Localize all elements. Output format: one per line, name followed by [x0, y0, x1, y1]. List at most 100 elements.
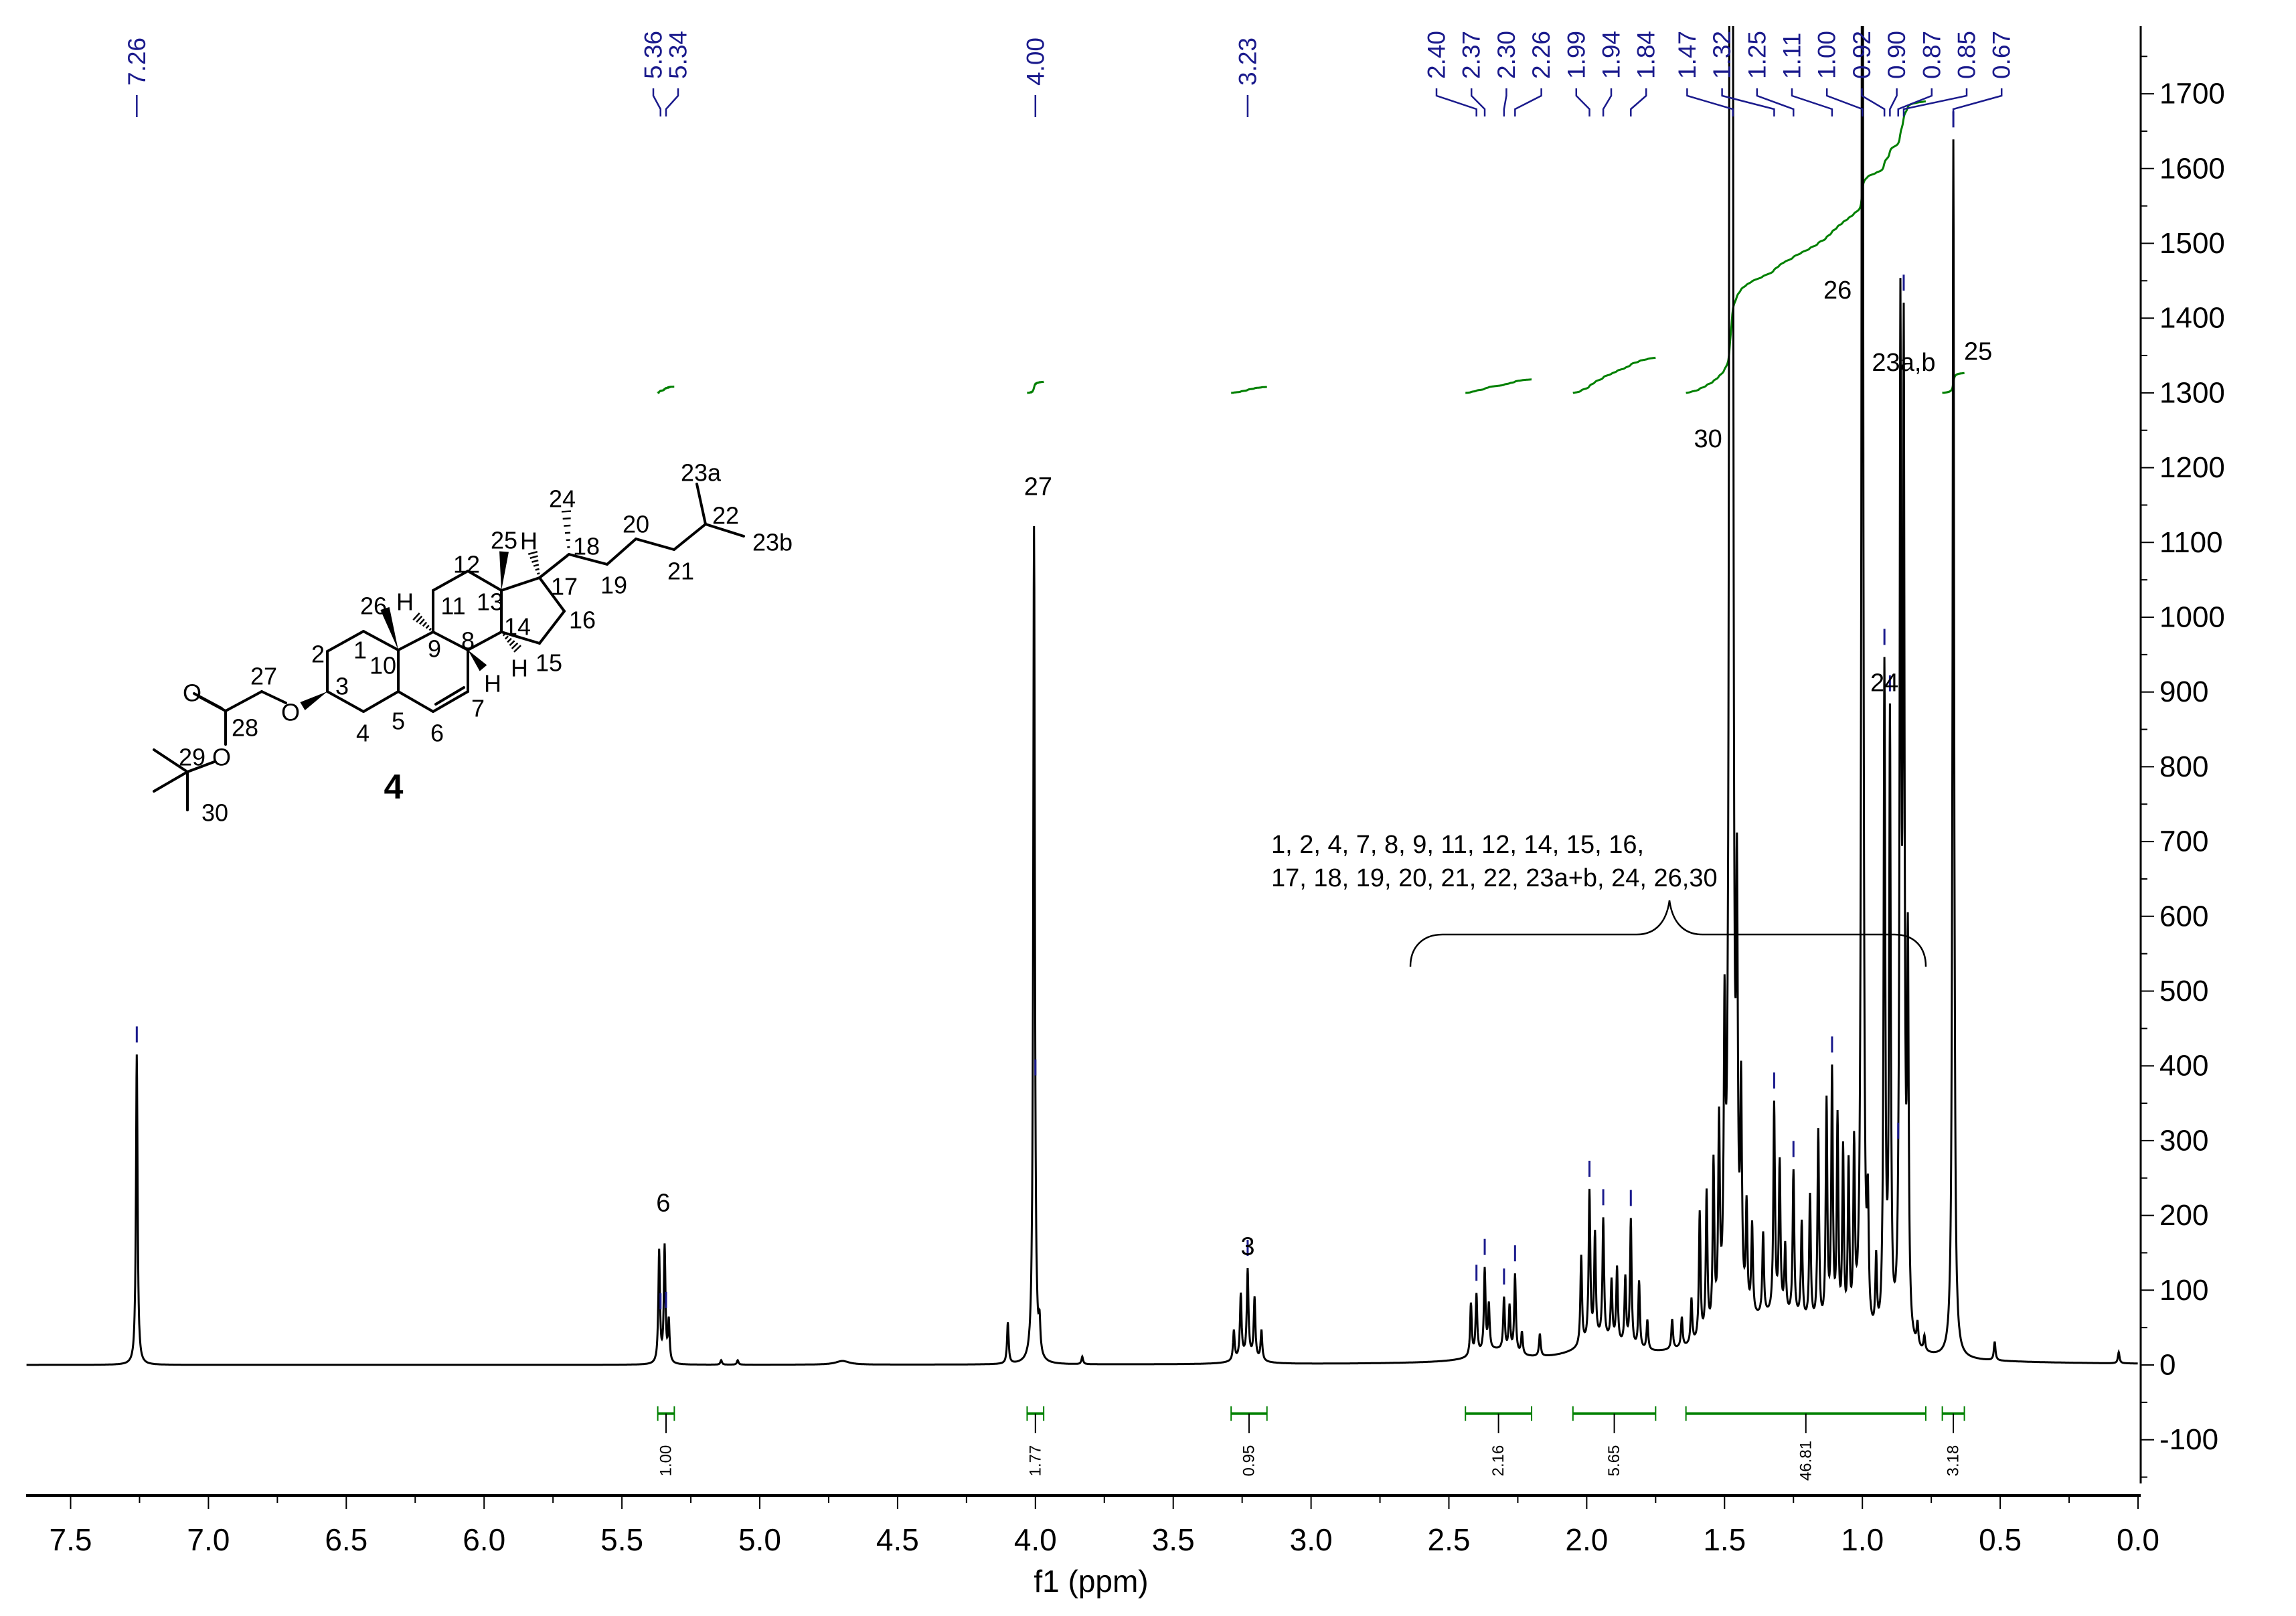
y-tick-label: 100 [2159, 1274, 2208, 1307]
atom-label: H [511, 655, 528, 682]
peak-label-connector [1435, 88, 1477, 116]
bond [397, 631, 434, 651]
integral-value: 0.95 [1240, 1445, 1258, 1477]
atom-label: 7 [471, 695, 485, 722]
peak-label-connector [1791, 88, 1833, 116]
atom-label: 24 [549, 485, 576, 513]
bond [538, 610, 566, 645]
x-tick-label: 7.0 [187, 1522, 230, 1557]
wedge-bond [300, 692, 327, 711]
peak-label-connector [1602, 88, 1613, 116]
hashed-bond [509, 640, 515, 647]
x-tick-label: 3.5 [1152, 1522, 1195, 1557]
peak-label: 5.36 [640, 31, 667, 79]
bond [538, 553, 570, 579]
atom-label: 23a [681, 459, 722, 487]
peak-label: 0.87 [1918, 31, 1945, 79]
integral-value: 46.81 [1797, 1441, 1815, 1481]
atom-label: 28 [232, 714, 258, 742]
atom-label: 23b [752, 529, 793, 556]
peak-label-connector [1630, 88, 1647, 116]
atom-label: 2 [311, 641, 325, 668]
atom-label: 6 [430, 720, 444, 747]
x-tick-label: 0.0 [2117, 1522, 2159, 1557]
hashed-bond [531, 559, 539, 563]
bond [467, 570, 503, 592]
hashed-bond [533, 564, 540, 567]
integral-value: 1.00 [657, 1445, 675, 1477]
y-tick-label: 1700 [2159, 78, 2225, 110]
peak-markers [135, 111, 1955, 1309]
signal-annotation: 25 [1964, 337, 1992, 366]
integral-curve [1231, 386, 1267, 394]
atom-label: 16 [569, 607, 596, 634]
integral-curve [1465, 378, 1532, 394]
y-tick-label: 1500 [2159, 227, 2225, 260]
hashed-bond [527, 550, 538, 556]
x-tick-label: 0.5 [1979, 1522, 2022, 1557]
bond [500, 576, 541, 592]
hashed-bond [537, 572, 540, 575]
integral-curve [1572, 356, 1656, 394]
peak-label: 0.67 [1988, 31, 2016, 79]
signal-annotation: 3 [1240, 1233, 1254, 1261]
peak-label-connector [1861, 88, 1886, 116]
peak-label: 7.26 [123, 37, 151, 86]
peak-label: 0.92 [1848, 31, 1876, 79]
atom-label: 11 [440, 592, 465, 620]
peak-label-connector [1686, 88, 1734, 116]
peak-label-connector [1897, 88, 1933, 116]
compound-number: 4 [384, 768, 404, 807]
bond [432, 631, 469, 651]
bond [538, 576, 566, 613]
x-tick-label: 7.5 [50, 1522, 92, 1557]
bond [673, 523, 707, 551]
integral-curve [657, 386, 675, 394]
integral-value: 5.65 [1605, 1445, 1623, 1477]
peak-label-connector [1503, 88, 1507, 116]
bond [606, 538, 637, 566]
peak-label: 2.30 [1493, 31, 1520, 79]
peak-label-connector [1902, 88, 1968, 116]
hashed-bond [502, 633, 506, 637]
y-tick-label: 1300 [2159, 376, 2225, 409]
atom-label: 10 [370, 652, 396, 679]
y-tick-label: 400 [2159, 1050, 2208, 1082]
atom-label: 8 [461, 627, 475, 655]
peak-label: 4.00 [1021, 37, 1049, 86]
atom-label: 1 [353, 637, 367, 664]
hashed-bond [504, 635, 509, 640]
atom-label: 4 [356, 720, 370, 747]
atom-label: 12 [453, 551, 480, 578]
bond [467, 631, 503, 651]
peak-label: 1.94 [1598, 31, 1625, 79]
y-axis: -100 0 100 200 300 400 500 600 700 800 900 1000 1100… [2139, 26, 2225, 1483]
peak-label: 0.85 [1953, 31, 1981, 79]
signal-annotation: 23a,b [1872, 349, 1935, 377]
peak-label: 1.84 [1633, 31, 1660, 79]
peak-label-connector [1514, 88, 1542, 116]
integral-value: 2.16 [1489, 1445, 1507, 1477]
peak-label: 1.11 [1779, 33, 1806, 79]
x-tick-label: 4.5 [876, 1522, 919, 1557]
y-tick-label: 1400 [2159, 302, 2225, 335]
atom-label: 18 [573, 533, 600, 560]
hashed-bond [507, 637, 512, 643]
y-tick-label: 200 [2159, 1199, 2208, 1232]
signal-annotation: 6 [656, 1190, 670, 1218]
x-tick-label: 3.0 [1290, 1522, 1333, 1557]
atom-label: 29 [179, 744, 206, 771]
x-tick-label: 5.0 [738, 1522, 781, 1557]
y-tick-label: 1100 [2159, 526, 2223, 559]
peak-label: 5.34 [665, 31, 692, 79]
atom-label: O [281, 699, 300, 726]
wedge-bond [380, 607, 398, 650]
x-tick-label: 5.5 [600, 1522, 643, 1557]
peak-label: 1.25 [1743, 31, 1771, 79]
peak-label: 1.32 [1708, 31, 1736, 79]
peak-label-connector [1825, 88, 1864, 116]
bond [186, 760, 216, 773]
bond [500, 631, 541, 645]
bond [704, 523, 745, 538]
